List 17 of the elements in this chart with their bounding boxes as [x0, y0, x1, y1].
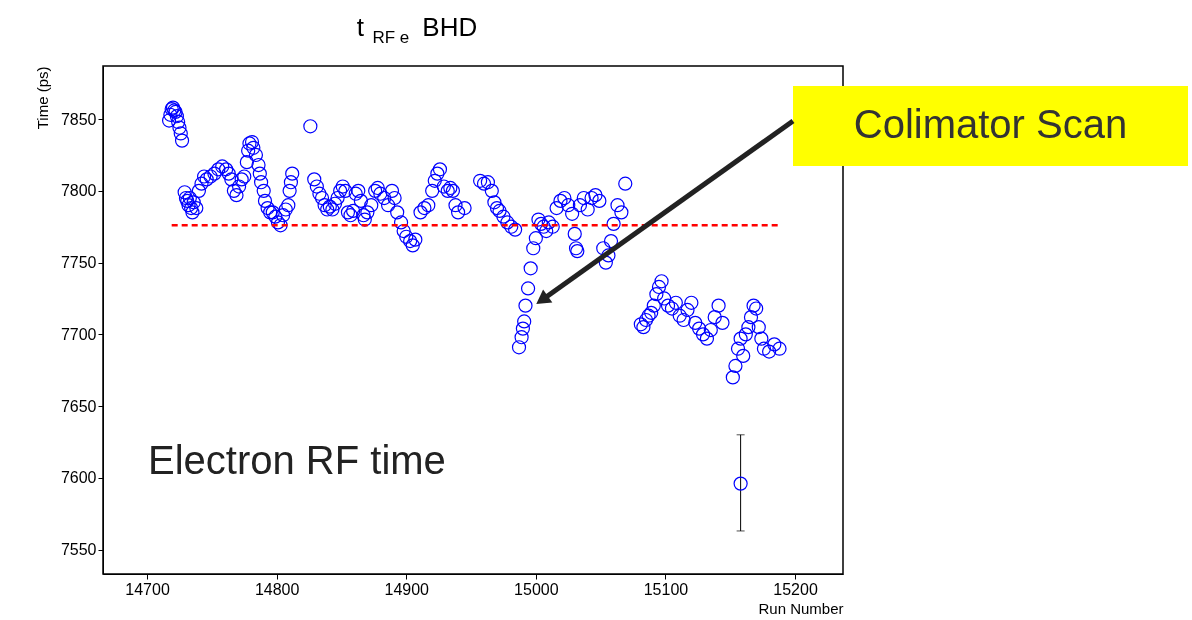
y-tick-label: 7700: [60, 325, 97, 343]
text: Colimator Scan: [853, 102, 1128, 146]
y-tick-label: 7550: [60, 541, 97, 559]
x-tick-label: 15100: [643, 580, 689, 598]
y-tick-label: 7750: [60, 254, 97, 272]
y-tick-label: 7850: [60, 110, 97, 128]
annotation: Electron RF time: [148, 438, 446, 483]
y-tick-label: 7600: [60, 469, 97, 487]
x-tick-label: 14700: [125, 580, 170, 598]
y-tick-label: 7650: [60, 397, 97, 415]
x-axis-title: Run Number: [758, 599, 844, 617]
x-tick-label: 14900: [384, 580, 430, 598]
y-tick-label: 7800: [60, 182, 97, 200]
y-axis-title: Time (ps): [33, 66, 51, 130]
x-tick-label: 15200: [773, 580, 818, 598]
x-tick-label: 15000: [514, 580, 559, 598]
x-tick-label: 14800: [254, 580, 300, 598]
